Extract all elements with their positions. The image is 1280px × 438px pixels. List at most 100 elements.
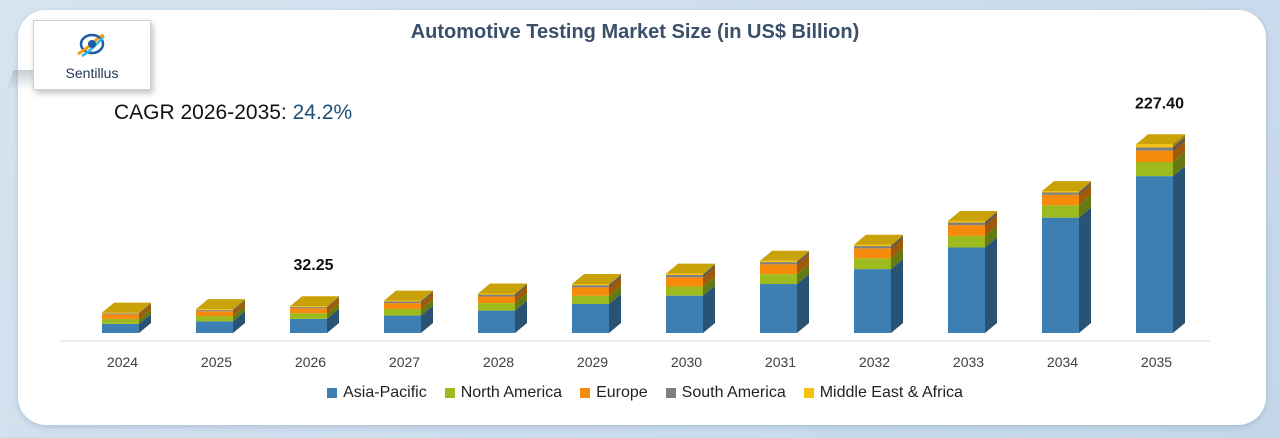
bar-asia-pacific-2033 bbox=[948, 247, 985, 333]
bar-top-2032 bbox=[854, 234, 903, 245]
bar-middle-east-africa-2026 bbox=[290, 306, 327, 308]
bar-south-america-2029 bbox=[572, 285, 609, 288]
x-tick-label-2026: 2026 bbox=[295, 354, 326, 370]
bar-south-america-2033 bbox=[948, 222, 985, 226]
bar-side-asia-pacific-2026 bbox=[327, 308, 339, 333]
bar-side-middle-east-africa-2035 bbox=[1173, 134, 1185, 148]
brand-name: Sentillus bbox=[65, 65, 119, 81]
bar-side-asia-pacific-2031 bbox=[797, 274, 809, 333]
bar-north-america-2029 bbox=[572, 295, 609, 304]
bar-asia-pacific-2030 bbox=[666, 295, 703, 333]
bar-north-america-2024 bbox=[102, 318, 139, 324]
bar-side-middle-east-africa-2032 bbox=[891, 234, 903, 247]
bar-europe-2031 bbox=[760, 264, 797, 275]
bar-middle-east-africa-2031 bbox=[760, 260, 797, 263]
bar-side-europe-2034 bbox=[1079, 184, 1091, 206]
legend-swatch-south-america bbox=[665, 388, 676, 398]
bar-asia-pacific-2034 bbox=[1042, 217, 1079, 333]
bar-side-europe-2031 bbox=[797, 254, 809, 275]
bar-europe-2035 bbox=[1136, 150, 1173, 163]
bar-side-europe-2035 bbox=[1173, 140, 1185, 163]
bar-north-america-2035 bbox=[1136, 162, 1173, 177]
legend-swatch-europe bbox=[580, 388, 591, 398]
bar-side-asia-pacific-2029 bbox=[609, 293, 621, 333]
bar-south-america-2032 bbox=[854, 246, 891, 249]
bar-middle-east-africa-2030 bbox=[666, 273, 703, 275]
cagr-annotation: CAGR 2026-2035: 24.2% bbox=[114, 101, 352, 125]
bar-top-2029 bbox=[572, 274, 621, 285]
bar-side-south-america-2029 bbox=[609, 275, 621, 288]
bar-side-europe-2030 bbox=[703, 267, 715, 287]
bar-side-europe-2029 bbox=[609, 277, 621, 296]
bar-europe-2028 bbox=[478, 296, 515, 304]
bar-side-north-america-2028 bbox=[515, 293, 527, 311]
bar-side-asia-pacific-2027 bbox=[421, 305, 433, 333]
bar-europe-2032 bbox=[854, 248, 891, 259]
bar-side-north-america-2024 bbox=[139, 308, 151, 324]
bar-north-america-2025 bbox=[196, 316, 233, 322]
x-tick-label-2025: 2025 bbox=[201, 354, 232, 370]
bar-side-north-america-2032 bbox=[891, 248, 903, 270]
bar-side-europe-2027 bbox=[421, 293, 433, 309]
bar-side-middle-east-africa-2034 bbox=[1079, 181, 1091, 193]
bar-side-middle-east-africa-2028 bbox=[515, 283, 527, 295]
legend-label-europe: Europe bbox=[596, 384, 648, 401]
bar-asia-pacific-2035 bbox=[1136, 176, 1173, 333]
legend-label-south-america: South America bbox=[681, 384, 786, 401]
bar-side-middle-east-africa-2033 bbox=[985, 210, 997, 223]
bar-side-asia-pacific-2025 bbox=[233, 311, 245, 333]
bar-asia-pacific-2031 bbox=[760, 284, 797, 333]
bar-side-asia-pacific-2035 bbox=[1173, 166, 1185, 333]
cagr-label: CAGR 2026-2035: bbox=[114, 101, 287, 124]
legend-label-asia-pacific: Asia-Pacific bbox=[343, 384, 427, 401]
bar-side-asia-pacific-2034 bbox=[1079, 207, 1091, 333]
bar-top-2034 bbox=[1042, 181, 1091, 192]
bar-top-2030 bbox=[666, 263, 715, 274]
x-tick-label-2028: 2028 bbox=[483, 354, 514, 370]
bar-south-america-2034 bbox=[1042, 192, 1079, 195]
legend-label-middle-east-africa: Middle East & Africa bbox=[819, 384, 963, 401]
bar-top-2025 bbox=[196, 299, 245, 310]
bar-top-2024 bbox=[102, 302, 151, 313]
bar-side-north-america-2035 bbox=[1173, 152, 1185, 177]
bar-top-2028 bbox=[478, 283, 527, 294]
bar-side-middle-east-africa-2027 bbox=[421, 290, 433, 302]
bar-middle-east-africa-2028 bbox=[478, 293, 515, 295]
bar-side-asia-pacific-2028 bbox=[515, 300, 527, 333]
bar-europe-2033 bbox=[948, 225, 985, 236]
bar-side-north-america-2026 bbox=[327, 303, 339, 319]
bar-north-america-2030 bbox=[666, 286, 703, 296]
bar-side-north-america-2034 bbox=[1079, 195, 1091, 218]
bar-middle-east-africa-2033 bbox=[948, 220, 985, 223]
bar-asia-pacific-2024 bbox=[102, 323, 139, 333]
x-tick-label-2035: 2035 bbox=[1141, 354, 1172, 370]
legend-item-south-america: South America bbox=[665, 384, 786, 402]
bar-south-america-2025 bbox=[196, 310, 233, 312]
bar-south-america-2030 bbox=[666, 274, 703, 278]
bar-middle-east-africa-2027 bbox=[384, 300, 421, 302]
legend-swatch-north-america bbox=[444, 388, 455, 398]
bar-middle-east-africa-2024 bbox=[102, 312, 139, 314]
bar-side-south-america-2031 bbox=[797, 252, 809, 265]
bar-south-america-2024 bbox=[102, 313, 139, 315]
legend-item-europe: Europe bbox=[580, 384, 648, 402]
x-tick-label-2031: 2031 bbox=[765, 354, 796, 370]
bar-europe-2026 bbox=[290, 308, 327, 314]
legend-item-middle-east-africa: Middle East & Africa bbox=[803, 384, 963, 402]
data-label-2035: 227.40 bbox=[1135, 95, 1184, 112]
bar-south-america-2026 bbox=[290, 307, 327, 309]
bar-north-america-2026 bbox=[290, 313, 327, 319]
bar-asia-pacific-2032 bbox=[854, 269, 891, 333]
bar-side-north-america-2033 bbox=[985, 225, 997, 248]
bar-north-america-2032 bbox=[854, 258, 891, 270]
bar-europe-2029 bbox=[572, 287, 609, 296]
bar-middle-east-africa-2035 bbox=[1136, 144, 1173, 148]
bar-side-north-america-2030 bbox=[703, 276, 715, 296]
x-tick-label-2032: 2032 bbox=[859, 354, 890, 370]
bar-north-america-2034 bbox=[1042, 205, 1079, 218]
bar-side-middle-east-africa-2025 bbox=[233, 299, 245, 311]
bar-side-europe-2033 bbox=[985, 215, 997, 236]
bar-top-2033 bbox=[948, 210, 997, 221]
bar-middle-east-africa-2034 bbox=[1042, 191, 1079, 193]
